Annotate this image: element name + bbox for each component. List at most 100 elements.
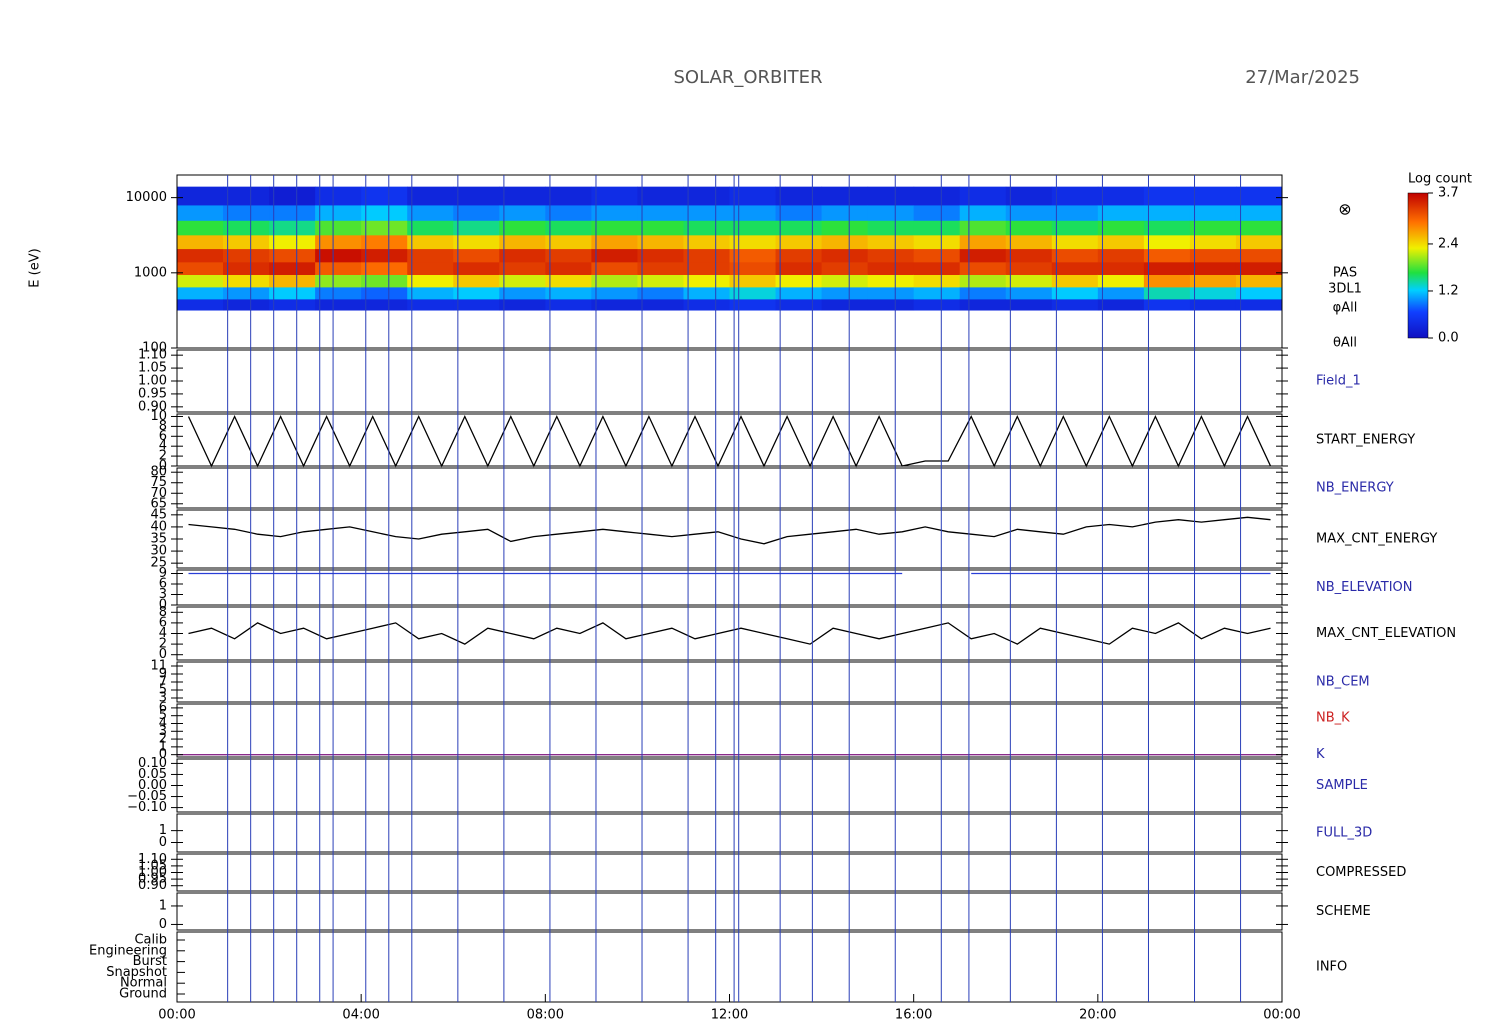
spectrogram-cell	[453, 298, 500, 311]
spectrogram-cell	[1005, 248, 1053, 263]
spectrogram-cell	[1097, 204, 1145, 221]
spectrogram-cell	[867, 298, 915, 311]
spectrogram-cell	[959, 248, 1007, 263]
y-tick-label: 0	[159, 459, 167, 474]
spectrogram-cell	[177, 286, 224, 300]
spectrogram-cell	[729, 286, 777, 300]
spectrogram-cell	[407, 261, 454, 275]
spectrogram-cell	[959, 298, 1007, 311]
spectrogram-cell	[545, 204, 592, 221]
spectrogram-cell	[1051, 234, 1099, 250]
spectrogram-cell	[591, 261, 638, 275]
spectrogram-cell	[223, 220, 270, 236]
y-tick-label: 2	[159, 449, 167, 464]
spectrogram-cell	[361, 234, 408, 250]
spectrogram-cell	[1143, 186, 1191, 206]
y-tick-label: 0.05	[138, 767, 167, 782]
spectrogram-cell	[499, 204, 546, 221]
spectrogram-cell	[821, 274, 869, 288]
spectrogram-cell	[775, 248, 823, 263]
y-tick-label: 7	[159, 675, 167, 690]
y-tick-label: 10	[150, 409, 167, 424]
panel-label: Field_1	[1316, 374, 1361, 389]
spectrogram-cell	[867, 234, 915, 250]
spectrogram-cell	[729, 298, 777, 311]
spectrogram-cell	[729, 220, 777, 236]
spectrogram-cell	[407, 274, 454, 288]
spectrogram-cell	[499, 261, 546, 275]
y-tick-label: 11	[150, 659, 167, 674]
colorbar-tick-label: 3.7	[1438, 186, 1459, 201]
spectrogram-cell	[177, 298, 224, 311]
spectrogram-cell	[959, 186, 1007, 206]
y-tick-label: 9	[159, 566, 167, 581]
spectrogram-cell	[1189, 186, 1237, 206]
y-tick-label: 3	[159, 691, 167, 706]
spectrogram-cell	[775, 220, 823, 236]
spectrogram-cell	[269, 234, 316, 250]
spectrogram-cell	[1143, 286, 1191, 300]
spectrogram-cell	[223, 186, 270, 206]
spectrogram-cell	[913, 220, 961, 236]
spectrogram-cell	[223, 204, 270, 221]
spectrogram-cell	[1235, 286, 1283, 300]
spectrogram-cell	[821, 186, 869, 206]
spectrogram-cell	[1235, 186, 1283, 206]
spectrogram-cell	[223, 234, 270, 250]
colorbar	[1407, 192, 1429, 339]
panel-label: NB_CEM	[1316, 675, 1370, 690]
spectrogram-cell	[775, 298, 823, 311]
spectrogram-cell	[1051, 261, 1099, 275]
spectrogram-cell	[1097, 186, 1145, 206]
spectrogram-cell	[867, 186, 915, 206]
y-tick-label: 1.05	[138, 361, 167, 376]
spectrogram-cell	[1005, 274, 1053, 288]
panel-label: INFO	[1316, 960, 1347, 975]
spectrogram-cell	[1235, 204, 1283, 221]
spectrogram-cell	[269, 186, 316, 206]
spectrogram-cell	[407, 298, 454, 311]
spectrogram-cell	[637, 234, 684, 250]
spectrogram-cell	[1189, 274, 1237, 288]
spectrogram-cell	[361, 286, 408, 300]
spectrogram-cell	[269, 261, 316, 275]
spectrogram-cell	[913, 204, 961, 221]
y-tick-label: 2	[159, 732, 167, 747]
spectrogram-cell	[407, 248, 454, 263]
spectrogram-cell	[591, 204, 638, 221]
spectrogram-cell	[407, 204, 454, 221]
symbol: ⊗	[1338, 200, 1351, 219]
y-tick-label: 0	[159, 747, 167, 762]
spectrogram-cell	[637, 220, 684, 236]
series-line	[187, 414, 1272, 468]
panel-label: NB_ENERGY	[1316, 481, 1394, 496]
spectrogram-cell	[683, 286, 730, 300]
panel-label: COMPRESSED	[1316, 865, 1406, 880]
spectrogram-cell	[1189, 286, 1237, 300]
spectrogram-cell	[223, 298, 270, 311]
panel-label: START_ENERGY	[1316, 433, 1415, 448]
spectrogram-cell	[545, 234, 592, 250]
spectrogram-cell	[1005, 220, 1053, 236]
spectrogram-cell	[683, 274, 730, 288]
spectrogram-cell	[637, 186, 684, 206]
spectrogram-cell	[1005, 204, 1053, 221]
spectrogram-cell	[315, 220, 362, 236]
spectrogram-cell	[223, 286, 270, 300]
spectrogram-cell	[729, 248, 777, 263]
colorbar-tick-label: 2.4	[1438, 236, 1459, 251]
spectrogram-cell	[591, 298, 638, 311]
spectrogram-cell	[1143, 248, 1191, 263]
spectrogram-cell	[729, 261, 777, 275]
spectrogram-cell	[315, 261, 362, 275]
spectrogram-cell	[1005, 186, 1053, 206]
y-tick-label: 80	[150, 465, 167, 480]
panel-frame	[176, 509, 1283, 569]
y-tick-label: 10000	[126, 190, 167, 205]
spectrogram-cell	[867, 248, 915, 263]
spectrogram-cell	[1189, 248, 1237, 263]
spectrogram-cell	[453, 204, 500, 221]
colorbar-title: Log count	[1408, 172, 1472, 187]
y-tick-label: 3	[159, 724, 167, 739]
spectrogram-cell	[269, 298, 316, 311]
